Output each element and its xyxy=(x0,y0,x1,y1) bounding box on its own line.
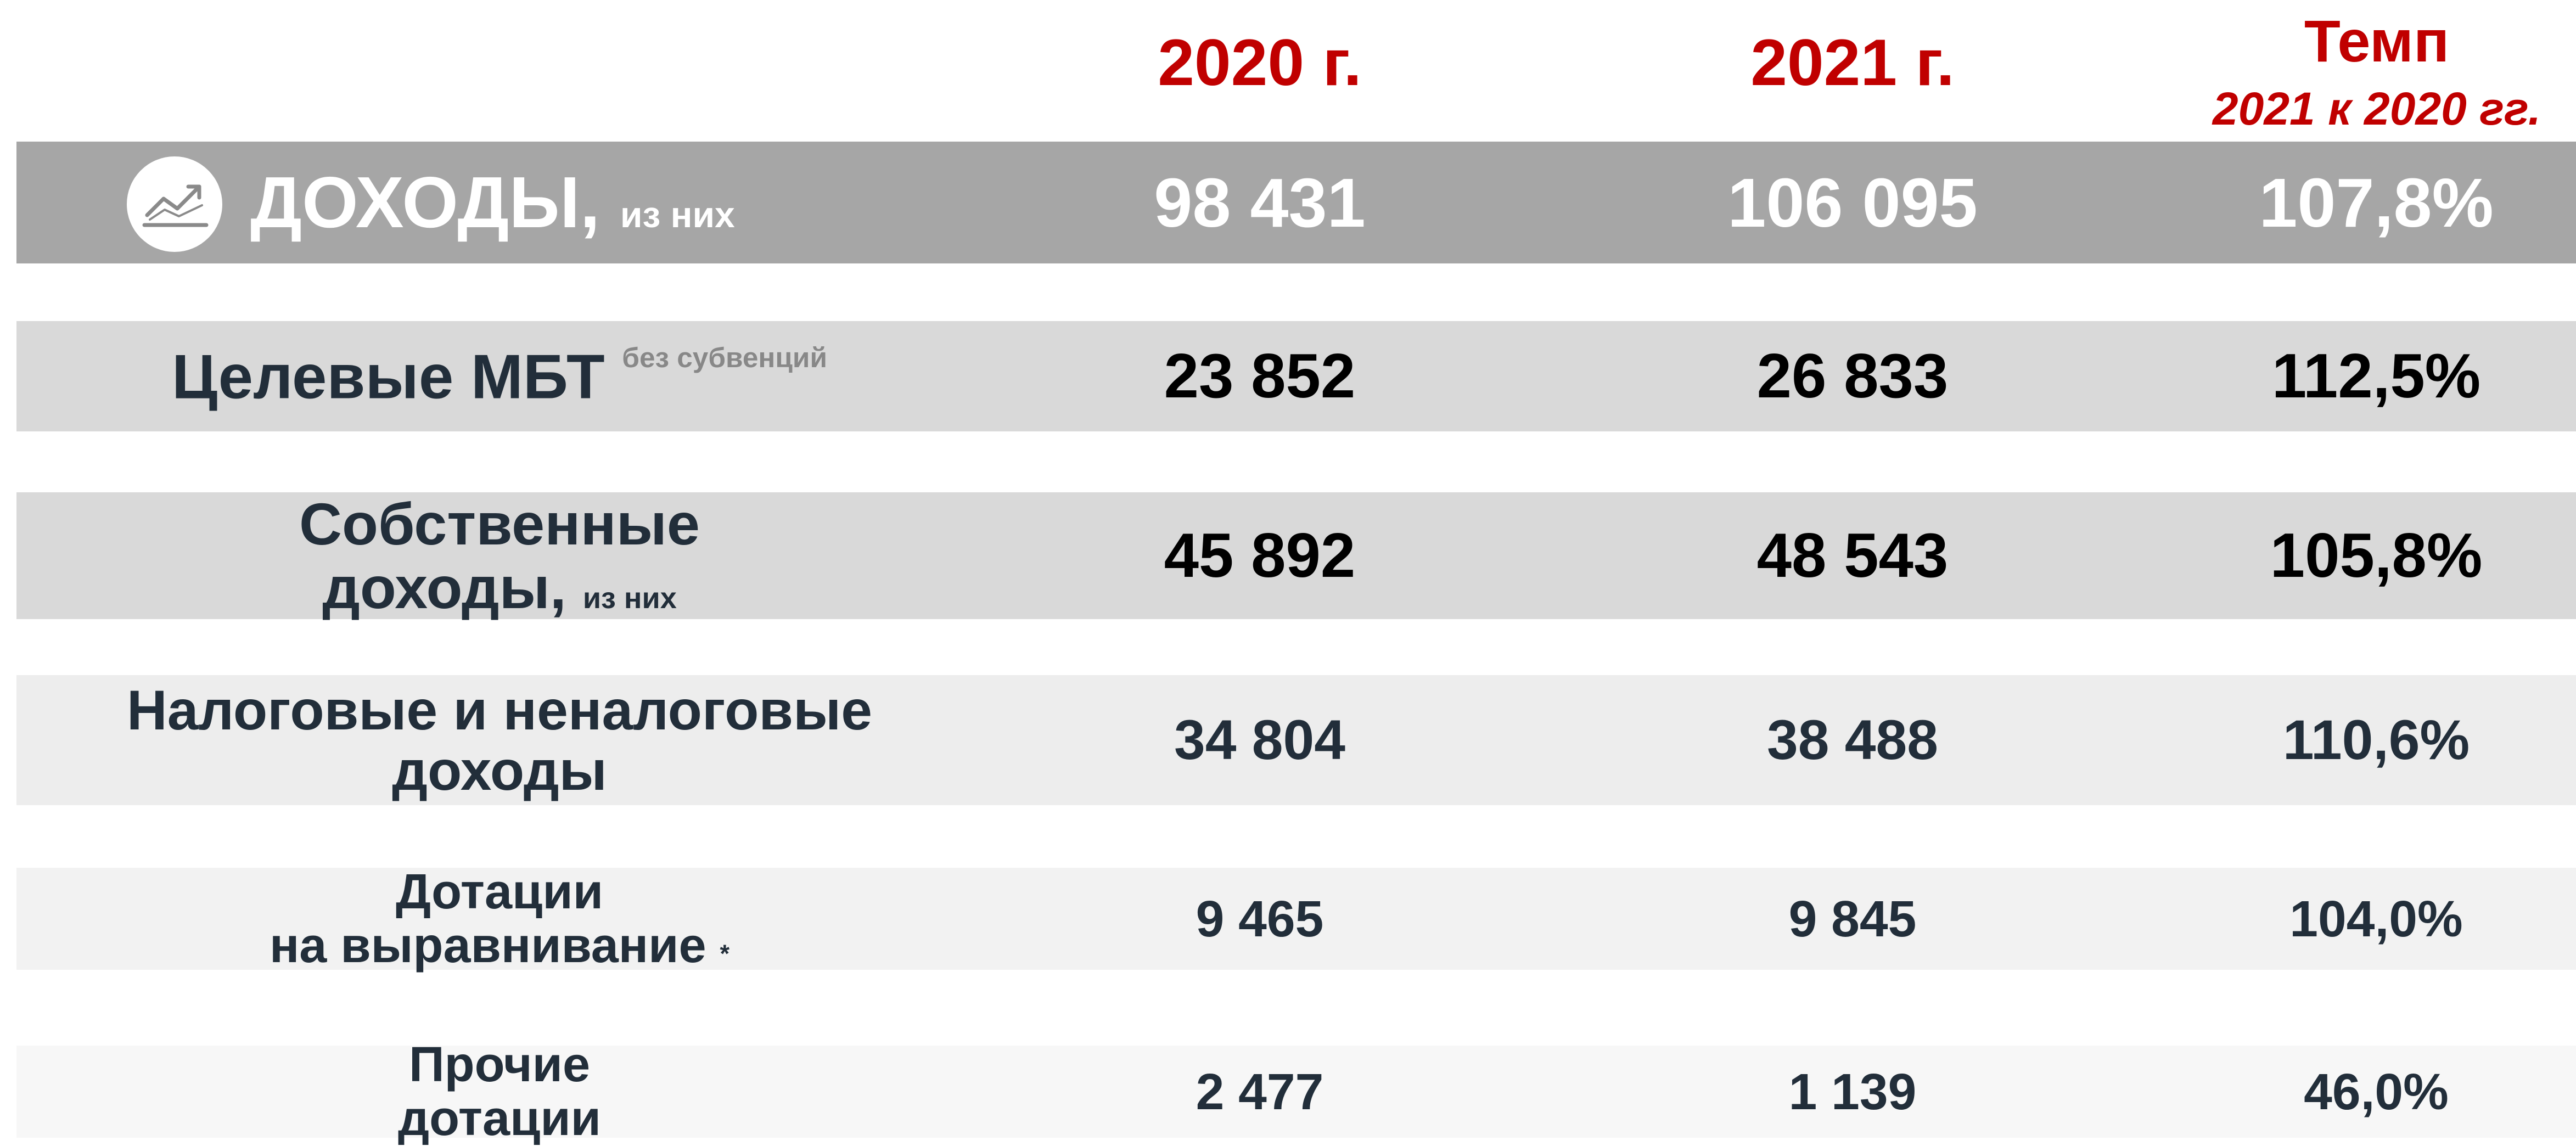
table-row: ДОХОДЫ, из них 98 431 106 095 107,8% xyxy=(16,142,2576,263)
label-text: на выравнивание xyxy=(269,918,706,973)
value-cell: 104,0% xyxy=(2289,890,2463,947)
income-icon xyxy=(127,156,222,252)
table-row: Прочие дотации 2 477 1 139 46,0% xyxy=(16,1040,2576,1143)
value-cell: 98 431 xyxy=(1154,164,1366,241)
label-line: дотации xyxy=(398,1094,601,1143)
row-label: ДОХОДЫ, из них xyxy=(250,142,735,263)
value-cell: 26 833 xyxy=(1756,341,1949,411)
label-line: Дотации xyxy=(396,867,603,917)
label-line: на выравнивание * xyxy=(270,921,729,970)
label-line: Целевые МБТ без субвенций xyxy=(172,344,827,408)
label-text: доходы, xyxy=(322,554,566,621)
label-line: Налоговые и неналоговые xyxy=(127,682,872,738)
value-cell: 48 543 xyxy=(1756,521,1949,591)
label-note: из них xyxy=(620,194,735,235)
label-line: Собственные xyxy=(299,494,700,554)
table-row: Налоговые и неналоговые доходы 34 804 38 48… xyxy=(16,675,2576,805)
value-cell: 45 892 xyxy=(1164,521,1356,591)
table-row: Собственные доходы, из них 45 892 48 543 105… xyxy=(16,492,2576,619)
column-header: 2020 г. xyxy=(1158,26,1362,99)
label-text: Целевые МБТ xyxy=(172,342,605,412)
label-line: ДОХОДЫ, из них xyxy=(250,166,735,239)
value-cell: 105,8% xyxy=(2270,521,2483,591)
table-row: Дотации на выравнивание * 9 465 9 845 104,0% xyxy=(16,867,2576,970)
row-label: Целевые МБТ без субвенций xyxy=(16,321,983,431)
label-text: Дотации xyxy=(395,864,604,919)
label-text: ДОХОДЫ, xyxy=(250,162,600,243)
value-cell: 1 139 xyxy=(1788,1063,1917,1120)
value-cell: 38 488 xyxy=(1767,709,1938,771)
label-note: * xyxy=(720,940,730,968)
table-row: Целевые МБТ без субвенций 23 852 26 833 112… xyxy=(16,321,2576,431)
label-text: доходы xyxy=(392,739,607,802)
value-cell: 106 095 xyxy=(1727,164,1978,241)
value-cell: 112,5% xyxy=(2271,341,2481,411)
value-cell: 9 465 xyxy=(1196,890,1324,947)
label-line: доходы, из них xyxy=(322,558,676,617)
column-header: 2021 г. xyxy=(1750,26,1955,99)
label-line: доходы xyxy=(392,743,607,799)
row-label: Дотации на выравнивание * xyxy=(16,867,983,970)
value-cell: 9 845 xyxy=(1788,890,1917,947)
row-label: Собственные доходы, из них xyxy=(16,492,983,619)
label-text: дотации xyxy=(398,1091,601,1146)
value-cell: 34 804 xyxy=(1174,709,1345,771)
label-note: из них xyxy=(582,581,677,615)
value-cell: 110,6% xyxy=(2282,709,2470,771)
value-cell: 107,8% xyxy=(2259,164,2494,241)
label-text: Собственные xyxy=(299,490,700,557)
row-label: Налоговые и неналоговые доходы xyxy=(16,675,983,805)
value-cell: 46,0% xyxy=(2304,1063,2449,1120)
label-text: Прочие xyxy=(408,1037,591,1092)
label-note: без субвенций xyxy=(622,342,827,374)
value-cell: 23 852 xyxy=(1164,341,1356,411)
row-label: Прочие дотации xyxy=(16,1040,983,1143)
label-line: Прочие xyxy=(409,1040,590,1089)
column-subtitle: 2021 к 2020 гг. xyxy=(2212,83,2541,134)
column-header: Темп xyxy=(2304,8,2450,74)
value-cell: 2 477 xyxy=(1196,1063,1324,1120)
label-text: Налоговые и неналоговые xyxy=(127,678,872,741)
